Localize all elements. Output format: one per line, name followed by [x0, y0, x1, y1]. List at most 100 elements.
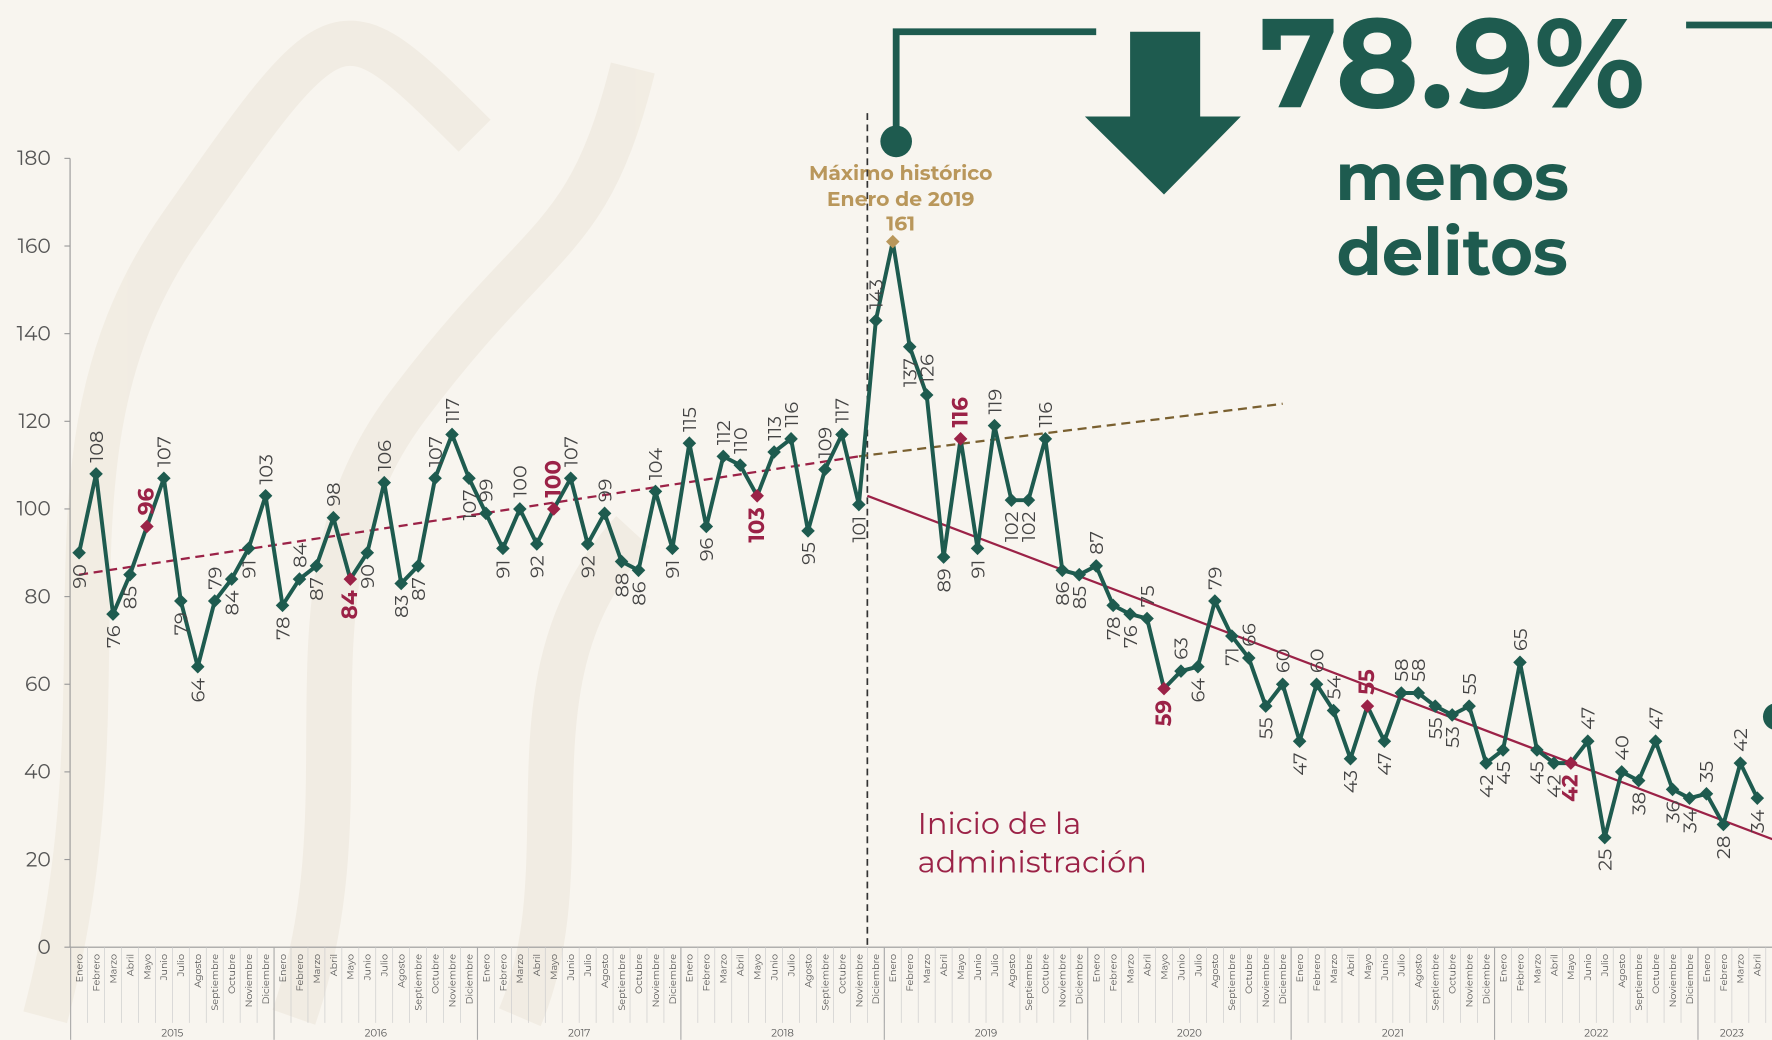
x-tick-label: Octubre	[1041, 954, 1052, 994]
value-label: 90	[355, 564, 379, 588]
value-label: 92	[525, 555, 549, 578]
data-point	[1293, 734, 1307, 748]
x-tick-label: Enero	[278, 954, 289, 982]
data-point	[632, 564, 646, 578]
data-point	[496, 542, 510, 556]
value-label: 35	[1694, 761, 1718, 783]
peak-annotation: Máximo histórico	[809, 161, 992, 186]
value-label: 85	[118, 586, 142, 609]
year-label: 2022	[1584, 1026, 1608, 1039]
data-point	[1734, 756, 1748, 770]
x-tick-label: Noviembre	[447, 954, 458, 1008]
x-tick-label: Junio	[1176, 954, 1187, 981]
value-label: 38	[1626, 792, 1650, 815]
x-tick-label: Noviembre	[1668, 954, 1679, 1008]
data-point	[479, 507, 493, 521]
x-tick-label: Febrero	[905, 954, 916, 991]
x-tick-label: Febrero	[1515, 954, 1526, 991]
x-tick-label: Agosto	[1414, 954, 1425, 988]
x-tick-label: Marzo	[1329, 954, 1340, 984]
x-tick-label: Noviembre	[1058, 954, 1069, 1008]
data-point	[1751, 791, 1765, 805]
x-tick-label: Junio	[770, 954, 781, 981]
x-tick-label: Septiembre	[820, 954, 831, 1011]
x-tick-label: Diciembre	[464, 954, 475, 1005]
data-point	[1072, 568, 1086, 582]
x-tick-label: Enero	[685, 954, 696, 982]
x-tick-label: Abril	[939, 954, 950, 976]
value-label: 64	[186, 678, 210, 703]
x-tick-label: Abril	[329, 954, 340, 976]
value-label: 79	[169, 612, 193, 635]
admin-annotation: Inicio de la	[918, 804, 1082, 842]
y-tick-label: 160	[18, 234, 51, 259]
data-point	[1344, 752, 1358, 766]
x-tick-label: Febrero	[1109, 954, 1120, 991]
x-tick-label: Abril	[1142, 954, 1153, 976]
x-tick-label: Julio	[786, 954, 797, 977]
value-label: 117	[440, 398, 464, 423]
year-label: 2023	[1720, 1026, 1744, 1039]
x-tick-label: Octubre	[634, 954, 645, 994]
value-label: 110	[728, 427, 752, 454]
value-label: 108	[84, 431, 108, 463]
x-tick-label: Julio	[1397, 954, 1408, 977]
value-label: 34	[1677, 809, 1701, 833]
pattern	[520, 531, 633, 1017]
x-tick-label: Febrero	[498, 954, 509, 991]
data-point	[1598, 831, 1612, 845]
data-point	[174, 594, 188, 608]
data-point	[445, 428, 459, 442]
value-label: 45	[1491, 761, 1515, 785]
value-label: 55	[1354, 669, 1380, 695]
value-label: 106	[372, 440, 396, 472]
x-tick-label: Diciembre	[1481, 954, 1492, 1005]
year-label: 2017	[568, 1026, 590, 1039]
data-point	[1140, 612, 1154, 626]
down-arrow	[1085, 32, 1241, 195]
value-label: 55	[1457, 673, 1481, 695]
y-tick-label: 60	[25, 672, 51, 697]
value-label: 87	[1084, 531, 1108, 555]
x-tick-label: Marzo	[312, 954, 323, 984]
x-tick-label: Marzo	[108, 954, 119, 984]
data-point	[1378, 734, 1392, 748]
chart: SECUESTRO 78.9% menos delitos Máximo his…	[0, 0, 1772, 1040]
value-label: 91	[236, 560, 260, 579]
value-label: 99	[592, 479, 616, 502]
x-tick-label: Junio	[973, 954, 984, 981]
x-tick-label: Septiembre	[1227, 954, 1238, 1011]
x-tick-label: Octubre	[430, 954, 441, 994]
y-tick-label: 40	[24, 760, 51, 785]
value-label: 102	[1016, 511, 1040, 542]
peak-annotation: Enero de 2019	[827, 187, 975, 212]
value-label: 76	[101, 625, 125, 648]
value-label: 87	[304, 577, 328, 601]
x-tick-label: Diciembre	[1278, 954, 1289, 1005]
year-label: 2016	[365, 1026, 387, 1039]
data-point	[988, 419, 1002, 433]
value-label: 101	[847, 516, 871, 543]
pattern	[294, 68, 633, 1017]
data-point	[1056, 564, 1070, 578]
data-point	[1462, 699, 1476, 713]
value-label: 126	[914, 354, 938, 384]
value-label: 42	[1558, 774, 1584, 802]
y-tick-label: 20	[26, 847, 51, 872]
value-label: 116	[1033, 402, 1057, 428]
value-label: 47	[1372, 753, 1396, 776]
x-tick-label: Diciembre	[871, 954, 882, 1005]
value-label: 47	[1643, 707, 1667, 730]
value-label: 28	[1711, 836, 1735, 859]
x-tick-label: Agosto	[397, 954, 408, 988]
x-tick-label: Septiembre	[617, 954, 628, 1011]
x-tick-label: Febrero	[91, 954, 102, 991]
y-tick-label: 0	[37, 935, 50, 960]
value-label: 79	[1203, 567, 1227, 590]
x-tick-label: Enero	[1498, 954, 1509, 982]
data-point	[818, 463, 832, 477]
x-tick-label: Julio	[583, 954, 594, 977]
x-tick-label: Enero	[1295, 954, 1306, 982]
x-tick-label: Agosto	[1210, 954, 1221, 988]
x-tick-label: Marzo	[1125, 954, 1136, 984]
